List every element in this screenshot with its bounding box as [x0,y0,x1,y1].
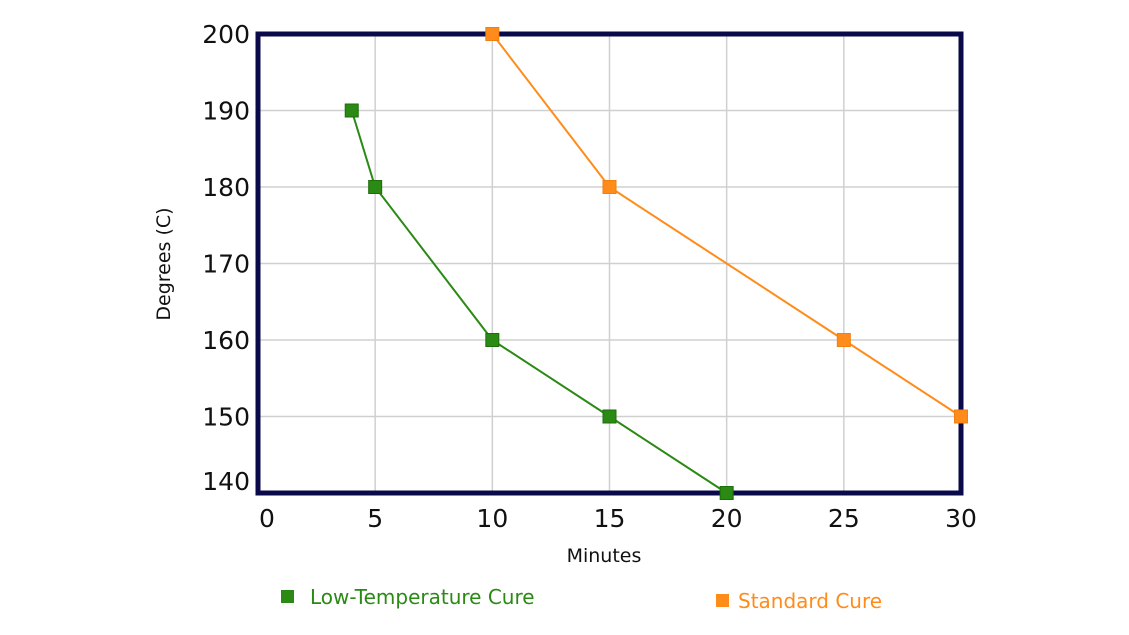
data-point-low-temperature-cure [602,409,617,424]
data-point-standard-cure [602,180,617,194]
data-point-low-temperature-cure [719,486,734,500]
x-tick-label: 10 [476,504,508,533]
series-line-standard-cure [491,33,962,418]
y-axis-label: Degrees (C) [153,207,175,320]
y-tick-label: 140 [202,467,250,496]
x-tick-labels: 0 5 10 15 20 25 30 [259,504,977,533]
plot-frame [255,31,964,496]
x-tick-label: 30 [945,504,977,533]
x-tick-label: 15 [594,504,626,533]
data-point-standard-cure [836,333,851,347]
series-line-low-temperature-cure [350,110,728,494]
x-tick-label: 25 [828,504,860,533]
data-point-low-temperature-cure [368,180,383,194]
legend-label-standard-cure: Standard Cure [738,589,882,613]
legend-marker-standard-cure [716,594,729,607]
series-markers [344,27,968,500]
data-point-low-temperature-cure [344,103,359,118]
y-tick-label: 170 [202,250,250,279]
x-tick-label: 20 [711,504,743,533]
x-tick-label: 0 [259,504,275,533]
x-tick-label: 5 [367,504,383,533]
y-tick-labels: 140 150 160 170 180 190 200 [202,20,250,496]
data-point-standard-cure [485,27,500,41]
data-point-standard-cure [954,409,968,424]
legend-label-low-temperature-cure: Low-Temperature Cure [310,585,535,609]
y-tick-label: 150 [202,403,250,432]
y-tick-label: 190 [202,97,250,126]
y-tick-label: 180 [202,173,250,202]
grid [257,33,962,494]
data-point-low-temperature-cure [485,333,500,347]
y-tick-label: 200 [202,20,250,49]
legend: Low-Temperature Cure Standard Cure [281,585,882,613]
legend-marker-low-temperature-cure [281,590,294,603]
x-axis-label: Minutes [567,545,642,567]
y-tick-label: 160 [202,326,250,355]
